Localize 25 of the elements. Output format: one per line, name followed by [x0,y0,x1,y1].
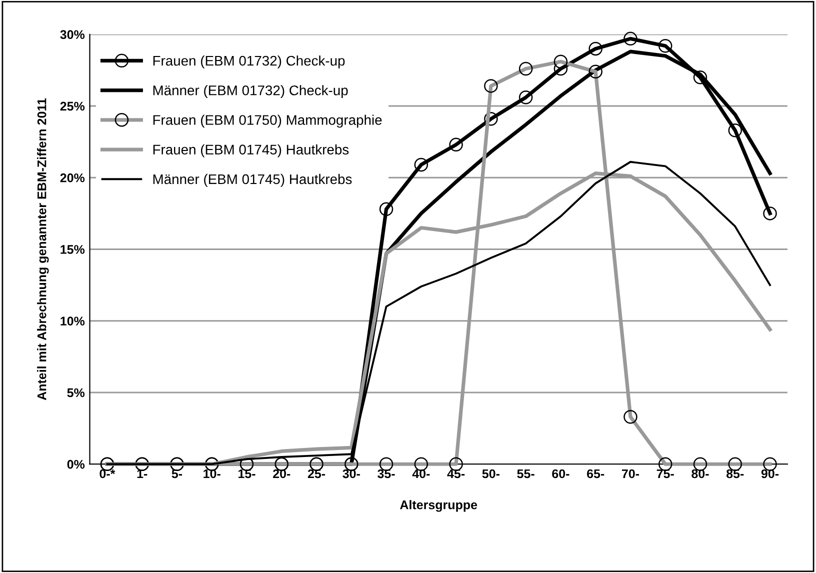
legend-label: Frauen (EBM 01750) Mammographie [153,114,382,128]
y-tick-label: 5% [67,388,85,398]
x-tick-label: 50- [482,469,500,478]
y-tick-label: 25% [60,102,85,111]
x-tick-label: 0-* [100,469,116,478]
x-tick-label: 60- [552,469,570,478]
legend-label: Frauen (EBM 01732) Check-up [153,55,345,68]
x-tick-label: 55- [517,469,534,478]
y-axis-title: Anteil mit Abrechnung genannter EBM-Ziffern 2011 [37,98,49,400]
legend-label: Frauen (EBM 01745) Hautkrebs [153,144,349,158]
x-tick-label: 90- [761,469,779,478]
x-tick-label: 85- [726,469,744,478]
legend-label: Männer (EBM 01745) Hautkrebs [153,174,352,187]
x-tick-label: 45- [447,469,465,478]
x-tick-label: 65- [587,469,604,478]
x-tick-label: 70- [622,469,639,478]
x-tick-label: 40- [412,469,430,478]
y-tick-label: 0% [67,460,85,469]
y-tick-label: 30% [60,30,85,40]
y-tick-label: 20% [60,173,85,182]
y-tick-label: 15% [60,245,85,254]
y-tick-label: 10% [60,316,85,326]
x-axis-title: Altersgruppe [400,500,478,512]
x-tick-label: 80- [692,469,709,478]
legend-label: Männer (EBM 01732) Check-up [153,85,348,98]
